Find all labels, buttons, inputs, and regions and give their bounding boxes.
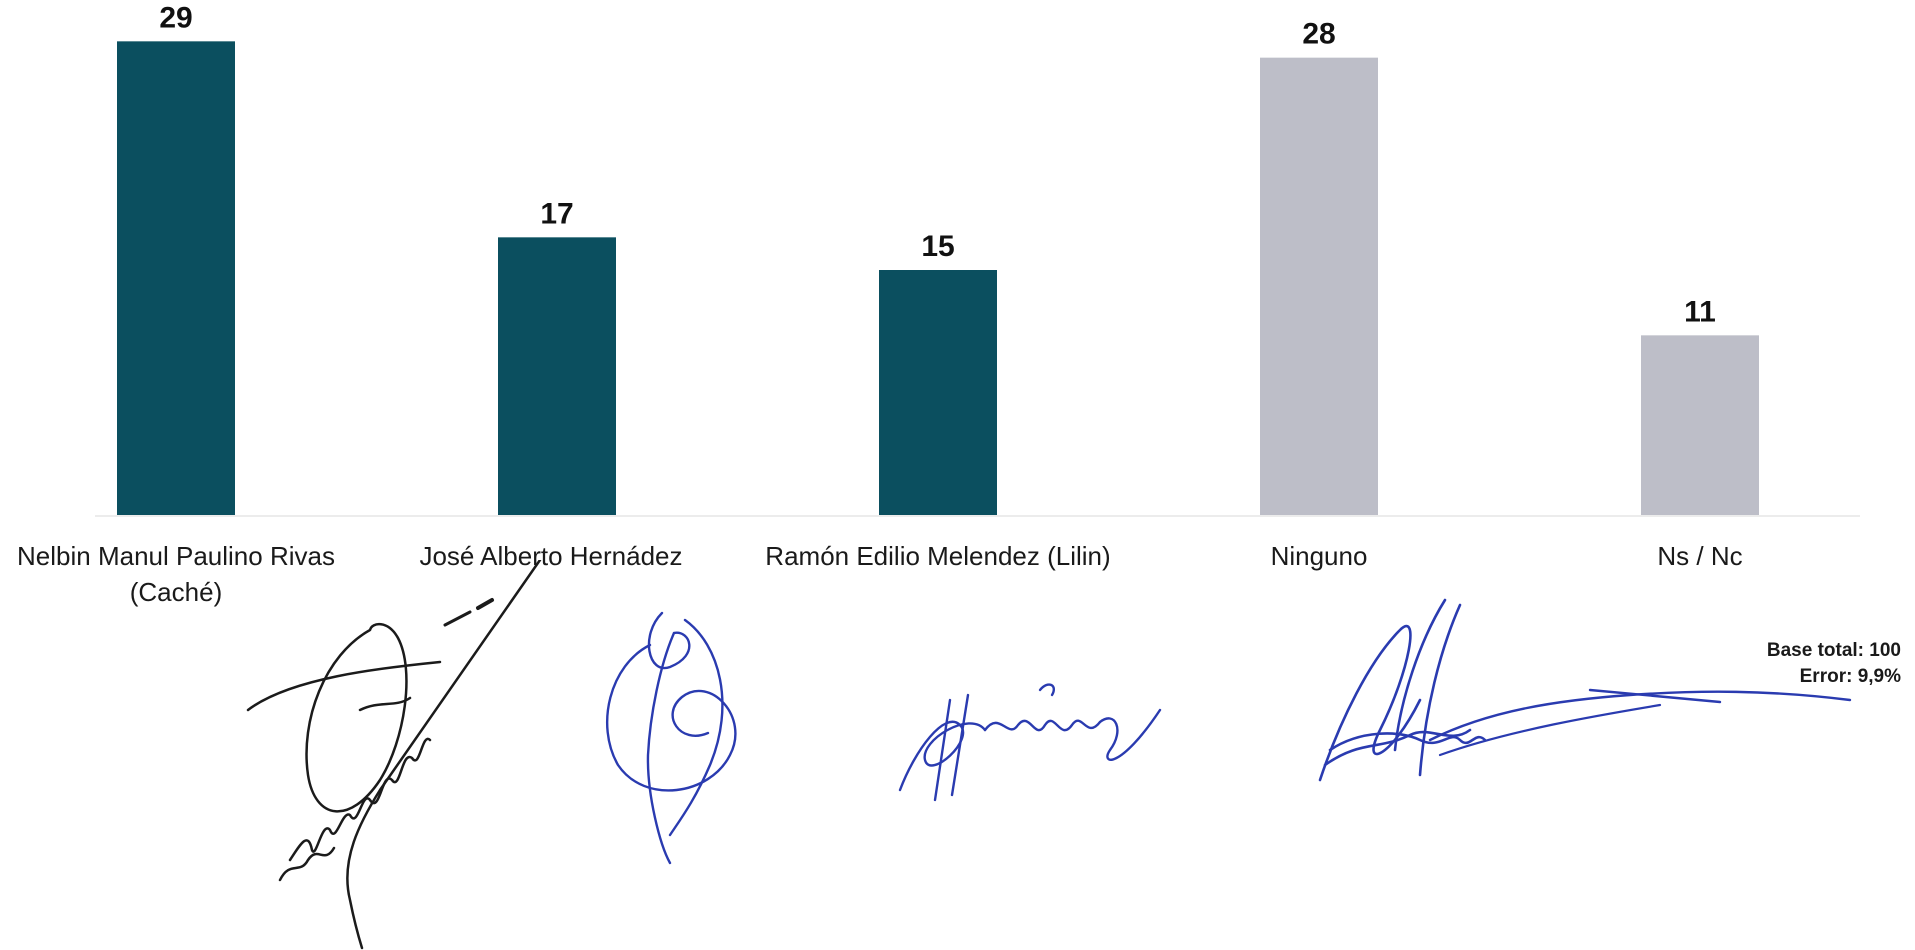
signature-4 — [1318, 598, 1852, 782]
error-note: Error: 9,9% — [1799, 666, 1901, 687]
bar-4 — [1260, 57, 1378, 516]
category-label-1: Nelbin Manul Paulino Rivas (Caché) — [17, 541, 335, 607]
signature-3 — [898, 683, 1162, 802]
data-label-1: 29 — [159, 1, 192, 34]
data-label-2: 17 — [540, 197, 573, 230]
category-label-5: Ns / Nc — [1657, 541, 1742, 571]
bar-2 — [498, 237, 616, 516]
bar-3 — [879, 270, 997, 515]
bar-5 — [1641, 335, 1759, 515]
base-total-note: Base total: 100 — [1766, 640, 1901, 661]
signature-2 — [605, 611, 737, 865]
data-label-3: 15 — [921, 230, 954, 263]
category-label-3: Ramón Edilio Melendez (Lilin) — [765, 541, 1110, 571]
bar-1 — [117, 41, 235, 515]
signature-1 — [246, 560, 542, 950]
chart-footnote: Base total: 100 Error: 9,9% — [1767, 638, 1901, 690]
category-label-2: José Alberto Hernádez — [419, 541, 682, 571]
category-label-4: Ninguno — [1271, 541, 1368, 571]
data-label-5: 11 — [1684, 295, 1716, 328]
data-label-4: 28 — [1302, 18, 1335, 51]
